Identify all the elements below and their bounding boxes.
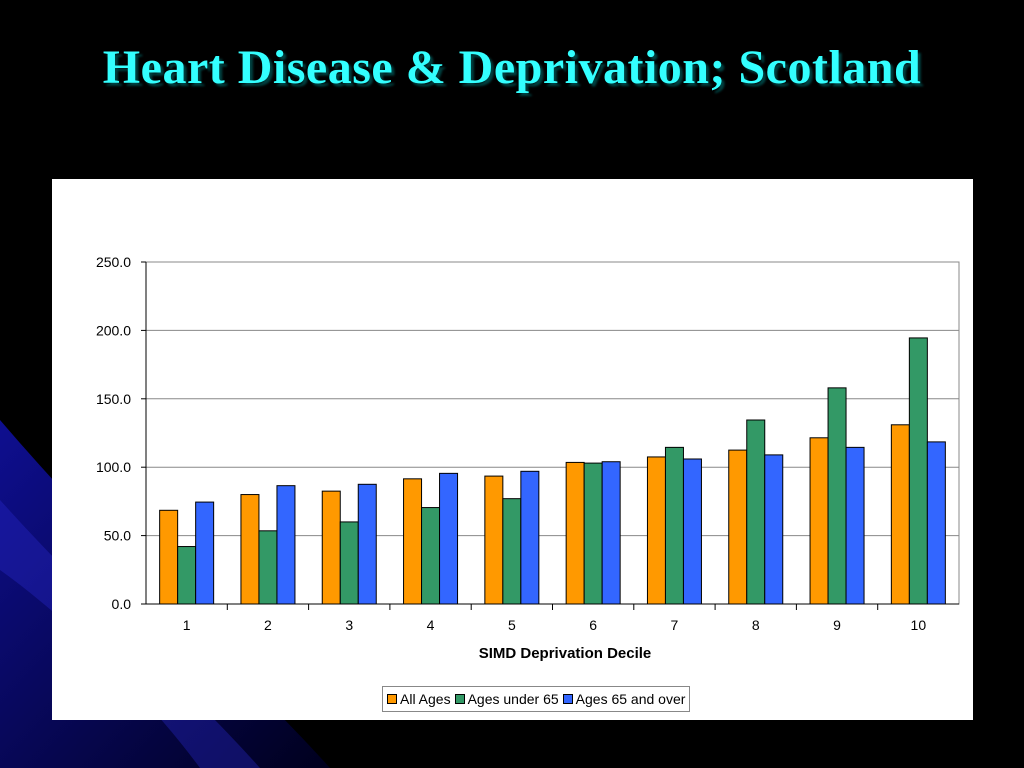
legend-item: Ages under 65 xyxy=(454,691,559,707)
bar xyxy=(276,485,296,605)
bar xyxy=(565,461,585,605)
x-tick-label: 5 xyxy=(508,617,516,633)
legend-item: All Ages xyxy=(387,691,451,707)
legend-swatch xyxy=(562,694,573,704)
x-tick-label: 9 xyxy=(833,617,841,633)
bar xyxy=(682,458,702,605)
y-tick-label: 50.0 xyxy=(104,528,131,544)
bar xyxy=(240,494,260,605)
bar xyxy=(484,475,504,605)
bar xyxy=(827,387,847,605)
x-tick-label: 6 xyxy=(589,617,597,633)
bar xyxy=(177,546,197,605)
bar xyxy=(664,446,684,605)
x-tick-label: 3 xyxy=(345,617,353,633)
chart-title-line-1: Coronary Heart Disease Standardised Mort… xyxy=(152,20,758,37)
legend-item: Ages 65 and over xyxy=(562,691,686,707)
bar xyxy=(403,478,423,605)
bar xyxy=(357,483,377,605)
chart-title-line-2: 2003-2007 xyxy=(419,38,491,55)
x-tick-label: 7 xyxy=(671,617,679,633)
bar xyxy=(601,461,621,605)
bar xyxy=(908,337,928,605)
slide-title: Heart Disease & Deprivation; Scotland xyxy=(102,41,922,94)
legend-label: All Ages xyxy=(400,691,451,707)
legend-swatch xyxy=(454,694,465,704)
bar xyxy=(339,521,359,605)
legend-swatch xyxy=(387,694,397,704)
legend-label: Ages under 65 xyxy=(467,691,559,707)
chart-title: Coronary Heart Disease Standardised Mort… xyxy=(60,20,850,56)
y-tick-label: 0.0 xyxy=(112,596,132,612)
bar xyxy=(321,490,341,605)
bar xyxy=(646,456,666,605)
bar xyxy=(845,446,865,605)
legend-label: Ages 65 and over xyxy=(575,691,686,707)
x-axis-title: SIMD Deprivation Decile xyxy=(478,645,652,662)
x-tick-label: 10 xyxy=(911,617,927,633)
y-tick-label: 150.0 xyxy=(96,391,131,407)
x-tick-label: 8 xyxy=(752,617,760,633)
y-tick-label: 200.0 xyxy=(96,322,131,338)
bar xyxy=(159,509,179,605)
bar xyxy=(502,498,522,605)
bar xyxy=(809,437,829,605)
x-tick-label: 4 xyxy=(427,617,435,633)
bar xyxy=(764,454,784,605)
bar xyxy=(195,501,215,605)
y-tick-label: 250.0 xyxy=(96,254,131,270)
x-tick-label: 2 xyxy=(264,617,272,633)
y-axis-title: Standardised Mortality Ratio xyxy=(24,180,40,370)
bar xyxy=(746,419,766,605)
chart-legend: All Ages Ages under 65 Ages 65 and over xyxy=(382,686,691,712)
y-tick-label: 100.0 xyxy=(96,459,131,475)
bar xyxy=(439,472,459,605)
bar xyxy=(583,462,603,605)
x-tick-label: 1 xyxy=(183,617,191,633)
bar xyxy=(421,507,441,605)
bar xyxy=(890,424,910,605)
bar xyxy=(520,470,540,605)
bar xyxy=(728,449,748,605)
bar xyxy=(258,530,278,605)
bar xyxy=(926,441,946,605)
